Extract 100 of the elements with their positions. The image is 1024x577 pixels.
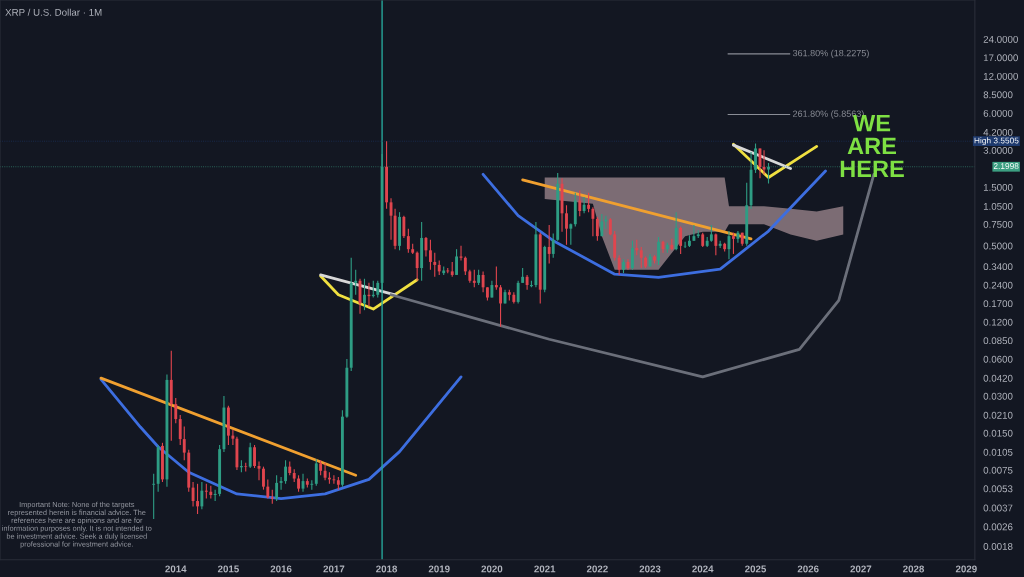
candlestick xyxy=(591,206,595,237)
candlestick xyxy=(587,192,591,213)
x-tick-label: 2022 xyxy=(586,565,608,573)
ref-line-label: 361.80% (18.2275) xyxy=(792,49,869,59)
candlestick xyxy=(692,224,696,242)
candlestick xyxy=(161,442,164,483)
candlestick xyxy=(617,254,621,276)
x-tick-label: 2023 xyxy=(639,565,661,573)
y-tick-label: 1.0500 xyxy=(983,202,1013,210)
candlestick xyxy=(582,196,586,214)
candlestick xyxy=(613,230,617,262)
candlestick xyxy=(674,211,678,251)
y-tick-label: 0.2400 xyxy=(983,281,1013,289)
ref-line-label: High 3.5505 xyxy=(974,137,1019,146)
y-tick-label: 0.1700 xyxy=(983,300,1013,308)
candlestick xyxy=(595,216,599,242)
candlestick xyxy=(310,479,314,491)
candlestick xyxy=(275,474,279,502)
candlestick xyxy=(732,232,735,255)
candlestick xyxy=(152,473,156,520)
candlestick xyxy=(332,474,336,485)
candlestick xyxy=(428,239,432,271)
candlestick xyxy=(551,232,555,259)
candlestick xyxy=(314,458,318,487)
y-tick-label: 0.0210 xyxy=(983,411,1013,419)
x-tick-label: 2029 xyxy=(955,565,977,573)
y-tick-label: 24.0000 xyxy=(983,35,1018,43)
x-tick-label: 2020 xyxy=(481,565,503,573)
x-tick-label: 2016 xyxy=(270,565,292,573)
y-tick-label: 6.0000 xyxy=(983,109,1013,117)
candlestick xyxy=(463,255,467,276)
y-tick-label: 0.1200 xyxy=(983,318,1013,326)
candlestick xyxy=(406,228,410,254)
candlestick xyxy=(657,236,660,266)
y-tick-label: 0.3400 xyxy=(983,263,1013,271)
ref-line-label: 2.1998 xyxy=(993,163,1019,169)
y-tick-label: 0.0053 xyxy=(983,485,1013,493)
candlestick xyxy=(578,189,582,217)
candlestick xyxy=(481,270,485,293)
candlestick xyxy=(402,215,406,239)
candlestick xyxy=(253,444,256,469)
y-tick-label: 0.0026 xyxy=(983,523,1013,531)
candlestick xyxy=(213,489,217,502)
y-tick-label: 0.7500 xyxy=(983,220,1013,228)
candlestick xyxy=(196,483,199,515)
x-tick-label: 2019 xyxy=(428,565,450,573)
x-tick-label: 2028 xyxy=(903,565,925,573)
x-tick-label: 2021 xyxy=(534,565,556,573)
candlestick xyxy=(653,254,656,264)
candlestick xyxy=(679,225,683,255)
candlestick xyxy=(182,425,186,461)
candlestick xyxy=(279,476,283,491)
x-tick-label: 2017 xyxy=(323,565,345,573)
y-tick-label: 0.0850 xyxy=(983,337,1013,345)
candlestick xyxy=(604,215,608,230)
line-series xyxy=(319,274,419,311)
x-tick-label: 2018 xyxy=(376,565,398,573)
line-series xyxy=(481,169,827,279)
y-tick-label: 0.0018 xyxy=(983,543,1013,550)
candlestick xyxy=(516,280,520,305)
candlestick xyxy=(323,462,327,481)
x-tick-label: 2014 xyxy=(165,565,187,573)
candlestick xyxy=(639,246,643,269)
y-tick-label: 17.0000 xyxy=(983,54,1018,62)
candlestick xyxy=(631,240,634,271)
y-tick-label: 0.0600 xyxy=(983,355,1013,363)
y-tick-label: 0.0420 xyxy=(983,374,1013,382)
candlestick xyxy=(767,162,770,184)
candlestick xyxy=(459,245,463,262)
candlestick xyxy=(433,252,437,278)
candlestick xyxy=(547,224,551,264)
x-tick-label: 2015 xyxy=(217,565,239,573)
candlestick xyxy=(174,397,178,424)
y-tick-label: 0.0150 xyxy=(983,429,1013,437)
candlestick xyxy=(200,481,204,510)
candlestick xyxy=(178,414,182,446)
y-tick-label: 1.5000 xyxy=(983,183,1013,191)
candlestick xyxy=(499,284,502,328)
candlestick xyxy=(284,459,287,485)
candlestick xyxy=(262,466,265,491)
y-tick-label: 0.0300 xyxy=(983,392,1013,400)
y-tick-label: 0.0105 xyxy=(983,448,1013,456)
candlestick xyxy=(248,442,252,469)
y-tick-label: 3.0000 xyxy=(983,146,1013,154)
candlestick xyxy=(455,248,458,276)
candlestick xyxy=(363,278,366,311)
x-tick-label: 2027 xyxy=(850,565,872,573)
candlestick xyxy=(736,230,740,244)
candlestick xyxy=(565,204,568,246)
y-tick-label: 12.0000 xyxy=(983,72,1018,80)
x-tick-label: 2024 xyxy=(692,565,714,573)
candlestick xyxy=(415,250,419,282)
candlestick xyxy=(754,142,757,174)
y-tick-label: 8.5000 xyxy=(983,91,1013,99)
candlestick xyxy=(266,478,270,500)
candlestick xyxy=(191,481,195,507)
y-tick-label: 0.0037 xyxy=(983,504,1013,512)
candlestick xyxy=(622,258,625,274)
candlestick xyxy=(354,269,358,296)
candlestick xyxy=(573,192,577,227)
